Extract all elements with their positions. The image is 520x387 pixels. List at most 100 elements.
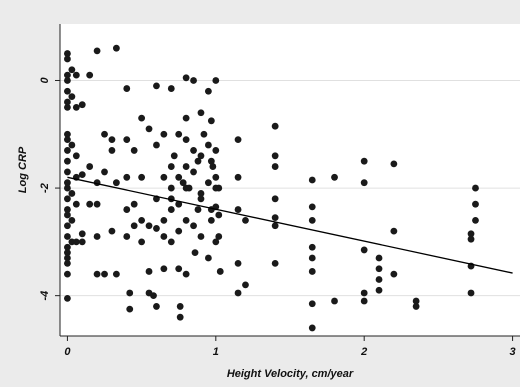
data-point (182, 163, 190, 170)
data-point (64, 71, 71, 79)
data-point (64, 179, 71, 187)
data-point (86, 163, 94, 170)
data-point (215, 184, 223, 192)
data-point (68, 190, 76, 197)
y-axis-label: Log CRP (17, 146, 29, 193)
data-point (86, 200, 94, 208)
data-point (176, 303, 184, 310)
data-point (112, 270, 120, 278)
data-point (234, 173, 242, 181)
data-point (64, 254, 71, 262)
data-point (153, 141, 160, 149)
data-point (472, 216, 479, 224)
data-point (64, 55, 71, 63)
gridlines (60, 79, 520, 297)
data-point (64, 222, 71, 230)
data-point (64, 168, 71, 176)
data-point (78, 238, 86, 246)
data-point (64, 98, 71, 106)
y-tick-label: 0 (39, 77, 51, 84)
data-point (64, 87, 71, 95)
data-point (179, 179, 187, 187)
data-point (64, 211, 71, 219)
data-point (360, 179, 368, 187)
data-point (308, 176, 316, 184)
data-point (204, 141, 212, 149)
data-point (234, 136, 242, 144)
data-point (93, 270, 101, 278)
data-point (138, 173, 146, 181)
plot-area (60, 24, 520, 336)
data-point (123, 173, 131, 181)
data-point (64, 147, 71, 154)
data-point (197, 109, 205, 117)
data-point (68, 216, 76, 224)
x-tick-label: 0 (64, 346, 71, 358)
data-point (194, 206, 202, 213)
data-point (209, 163, 217, 170)
data-point (190, 147, 197, 154)
data-point (216, 268, 224, 275)
x-tick-label: 2 (360, 346, 367, 358)
data-point (108, 227, 116, 235)
data-point (271, 195, 279, 203)
data-point (68, 66, 76, 74)
data-point (64, 249, 71, 257)
data-point (72, 152, 80, 160)
data-point (78, 101, 86, 109)
data-point (64, 206, 71, 213)
data-point (64, 243, 71, 251)
data-point (234, 206, 242, 213)
data-point (108, 136, 116, 144)
data-point (308, 243, 316, 251)
data-point (467, 235, 475, 243)
y-tick-label: -2 (39, 183, 51, 193)
data-point (167, 184, 175, 192)
data-point (472, 184, 479, 192)
data-point (123, 206, 131, 213)
data-point (175, 200, 183, 208)
data-point (467, 230, 475, 238)
data-point (72, 103, 80, 111)
data-point (145, 222, 153, 230)
data-point (78, 171, 86, 179)
data-point (182, 136, 190, 144)
data-point (412, 303, 420, 310)
x-tick-label: 1 (213, 346, 219, 358)
data-point (64, 130, 71, 138)
x-tick-label: 3 (510, 346, 516, 358)
data-point (375, 276, 383, 283)
data-point (123, 136, 131, 144)
data-point (207, 157, 215, 165)
data-point (331, 173, 338, 181)
data-point (204, 87, 212, 95)
data-point (64, 233, 71, 240)
data-point (190, 77, 197, 84)
data-point (360, 246, 368, 254)
data-point (167, 163, 175, 170)
data-point (145, 125, 153, 133)
data-point (64, 157, 71, 165)
data-point (72, 71, 80, 79)
data-point (167, 85, 175, 92)
data-point (101, 168, 108, 176)
data-point (123, 85, 131, 92)
data-point (64, 184, 71, 192)
data-point (242, 216, 249, 224)
data-point (375, 265, 383, 273)
data-point (271, 122, 279, 130)
data-point (64, 294, 71, 302)
data-point (160, 233, 168, 240)
data-point (242, 281, 249, 289)
data-point (215, 233, 223, 240)
data-point (207, 216, 215, 224)
data-points (64, 44, 479, 332)
data-point (112, 179, 120, 187)
data-point (145, 268, 153, 275)
data-point (126, 289, 134, 297)
data-point (93, 47, 101, 55)
data-point (150, 292, 157, 300)
data-point (160, 130, 168, 138)
data-point (194, 157, 202, 165)
data-point (64, 77, 71, 84)
